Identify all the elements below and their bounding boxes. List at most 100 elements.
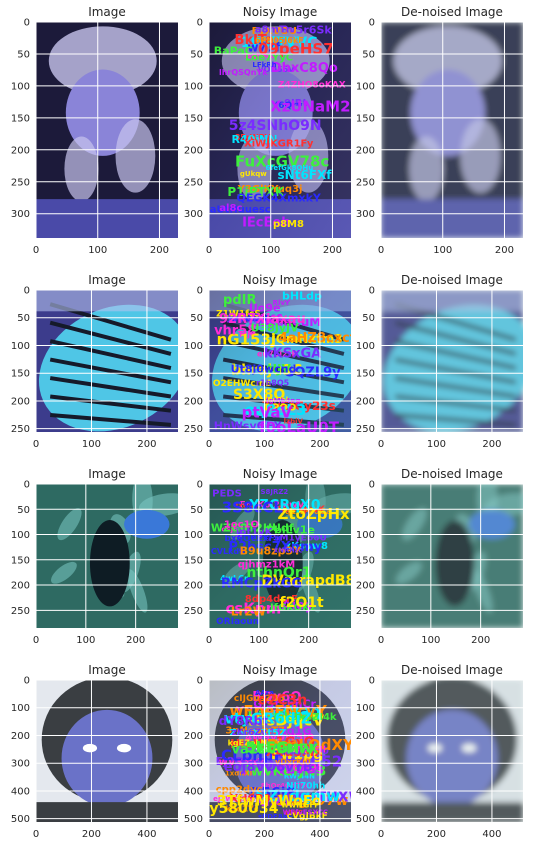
y-tick-label: 200 xyxy=(184,145,203,156)
subplot-image xyxy=(36,484,178,628)
svg-text:8hQr4Gd75C: 8hQr4Gd75C xyxy=(261,782,311,790)
y-tick-label: 150 xyxy=(11,369,30,380)
y-tick-label: 500 xyxy=(356,814,375,825)
subplot-title: Noisy Image xyxy=(243,273,317,287)
svg-text:Lr2W: Lr2W xyxy=(231,605,266,619)
x-tick-label: 100 xyxy=(255,439,274,450)
svg-text:ZerfX3t5Z: ZerfX3t5Z xyxy=(229,728,286,739)
svg-text:ORIaoun: ORIaoun xyxy=(216,617,259,627)
y-tick-label: 50 xyxy=(362,313,375,324)
svg-text:tIJV: tIJV xyxy=(267,362,292,376)
svg-text:vtyGR6djZ: vtyGR6djZ xyxy=(224,709,312,727)
svg-text:bhraju9C: bhraju9C xyxy=(231,363,302,379)
y-tick-label: 0 xyxy=(24,18,30,29)
svg-text:PbiLv1e: PbiLv1e xyxy=(266,523,315,536)
svg-text:P2bsc7Xnmy: P2bsc7Xnmy xyxy=(228,540,322,555)
subplot-panel: De-noised Image 0 200 400 0 100 200 300 400 500 xyxy=(356,663,523,840)
svg-text:lhrQSQnYk: lhrQSQnYk xyxy=(219,68,268,77)
svg-text:dY8Rbt: dY8Rbt xyxy=(219,714,268,728)
svg-text:VOD55V: VOD55V xyxy=(258,65,296,74)
svg-text:cvz32t: cvz32t xyxy=(271,738,301,747)
svg-text:R40iNN: R40iNN xyxy=(231,133,277,146)
svg-text:7SM1yEb6U: 7SM1yEb6U xyxy=(267,533,327,543)
svg-text:Y3GlKYuq3j: Y3GlKYuq3j xyxy=(237,184,303,195)
y-tick-label: 500 xyxy=(184,814,203,825)
svg-text:QEGK4XmxkY: QEGK4XmxkY xyxy=(236,192,321,205)
svg-text:xKsow8: xKsow8 xyxy=(285,541,328,552)
y-tick-label: 200 xyxy=(356,731,375,742)
svg-text:HIsDjqcV: HIsDjqcV xyxy=(248,712,324,730)
subplot-title: Noisy Image xyxy=(243,467,317,481)
svg-text:Z4ZHO8oKAX: Z4ZHO8oKAX xyxy=(278,80,346,90)
svg-text:qjhmz1kM: qjhmz1kM xyxy=(238,560,296,571)
y-tick-label: 100 xyxy=(356,81,375,92)
y-tick-label: 250 xyxy=(356,177,375,188)
x-tick-label: 200 xyxy=(471,635,490,646)
y-tick-label: 0 xyxy=(369,480,375,491)
y-tick-label: 50 xyxy=(190,313,203,324)
svg-text:B9u8zp3Y: B9u8zp3Y xyxy=(240,545,302,558)
svg-text:RMCpZkGG: RMCpZkGG xyxy=(221,577,302,592)
svg-text:WZG0T2HUdf: WZG0T2HUdf xyxy=(211,521,294,534)
y-tick-label: 0 xyxy=(24,676,30,687)
y-tick-label: 300 xyxy=(184,209,203,220)
svg-text:6fefGk8QHu: 6fefGk8QHu xyxy=(265,164,313,172)
x-tick-label: 100 xyxy=(427,439,446,450)
y-tick-label: 400 xyxy=(184,786,203,797)
y-tick-label: 200 xyxy=(356,145,375,156)
x-tick-label: 200 xyxy=(137,439,156,450)
y-tick-label: 100 xyxy=(356,530,375,541)
subplot-panel: Noisy Image 9IRt sNt6FXf IEcEeh Z4ZHO8oKAX Fu… xyxy=(184,5,351,256)
x-tick-label: 0 xyxy=(33,635,39,646)
y-tick-label: 0 xyxy=(369,18,375,29)
svg-text:1Fnsiy: 1Fnsiy xyxy=(226,314,263,325)
y-tick-label: 150 xyxy=(184,555,203,566)
subplot-panel: Noisy ImageHlKfpdIRO2EHWcmEJQmNxtm3HnWsv… xyxy=(184,273,351,450)
y-tick-label: 200 xyxy=(11,581,30,592)
y-tick-label: 100 xyxy=(11,530,30,541)
subplot-image xyxy=(381,680,523,822)
y-tick-label: 100 xyxy=(356,341,375,352)
svg-text:PEDS: PEDS xyxy=(212,488,242,499)
subplot-image xyxy=(36,22,178,238)
svg-text:O2EHWcmE: O2EHWcmE xyxy=(213,379,271,389)
subplot-panel: Image 0 100 200 0 50 100 150 200 250 300 xyxy=(11,5,178,256)
y-tick-label: 150 xyxy=(184,113,203,124)
subplot-image: Xh6Ek979VWCwjbsPDF8REt5YE4W9yDW5f98hQr4G… xyxy=(209,680,351,822)
svg-text:nthnQr1: nthnQr1 xyxy=(246,565,311,581)
y-tick-label: 50 xyxy=(190,505,203,516)
svg-text:1xdnXI: 1xdnXI xyxy=(225,770,252,778)
y-tick-label: 100 xyxy=(11,81,30,92)
subplot-title: Image xyxy=(88,273,126,287)
svg-text:92R7Xiaxau: 92R7Xiaxau xyxy=(219,312,306,327)
svg-text:CVLkdu: CVLkdu xyxy=(211,547,245,556)
svg-text:TwVt: TwVt xyxy=(279,746,307,757)
y-tick-label: 0 xyxy=(24,480,30,491)
svg-text:YCVGs: YCVGs xyxy=(276,763,324,778)
subplot-image: 9IRt sNt6FXf IEcEeh Z4ZHO8oKAX FuXcGV78c 1WdT… xyxy=(209,22,351,238)
y-tick-label: 200 xyxy=(184,581,203,592)
svg-text:S3X8O: S3X8O xyxy=(233,387,285,403)
svg-text:85rWPVu: 85rWPVu xyxy=(235,133,277,142)
y-tick-label: 100 xyxy=(11,703,30,714)
y-tick-label: 200 xyxy=(184,396,203,407)
subplot-image xyxy=(36,680,178,822)
x-tick-label: 200 xyxy=(427,829,446,840)
svg-text:gUkqw: gUkqw xyxy=(240,170,267,178)
y-tick-label: 100 xyxy=(11,341,30,352)
svg-text:k979VWCwjb: k979VWCwjb xyxy=(243,770,294,778)
svg-text:NZ7dqmw: NZ7dqmw xyxy=(255,787,340,805)
x-tick-label: 0 xyxy=(378,439,384,450)
svg-text:09peHS7: 09peHS7 xyxy=(258,40,334,58)
subplot-panel: Image 0 100 200 0 50 100 150 200 250 xyxy=(11,467,178,646)
subplot-panel: Noisy ImageXh6Ek979VWCwjbsPDF8REt5YE4W9y… xyxy=(184,663,351,840)
svg-text:UTrdNIav: UTrdNIav xyxy=(247,709,319,725)
x-tick-label: 0 xyxy=(378,829,384,840)
svg-text:HIuW: HIuW xyxy=(230,737,266,751)
y-tick-label: 250 xyxy=(184,424,203,435)
svg-text:nG153j: nG153j xyxy=(217,330,276,348)
subplot-image xyxy=(381,484,523,628)
x-tick-label: 0 xyxy=(206,245,212,256)
svg-text:pdIR: pdIR xyxy=(223,293,256,308)
y-tick-label: 250 xyxy=(184,606,203,617)
